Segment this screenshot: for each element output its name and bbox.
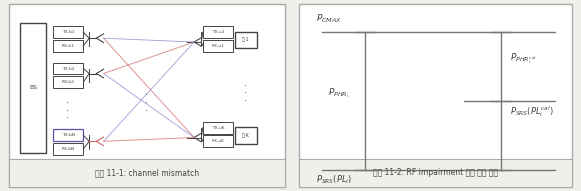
FancyBboxPatch shape xyxy=(203,40,233,52)
Text: ·: · xyxy=(145,106,148,116)
Text: RX-u1: RX-u1 xyxy=(211,44,224,48)
Text: RX-uK: RX-uK xyxy=(211,139,224,143)
FancyBboxPatch shape xyxy=(53,76,84,88)
FancyBboxPatch shape xyxy=(235,127,257,144)
FancyBboxPatch shape xyxy=(9,4,285,187)
Text: TX-uK: TX-uK xyxy=(211,126,224,130)
FancyBboxPatch shape xyxy=(53,40,84,52)
FancyBboxPatch shape xyxy=(203,122,233,134)
Text: $P_{SRS}(PL_i^{cal})$: $P_{SRS}(PL_i^{cal})$ xyxy=(510,104,554,119)
Text: ·: · xyxy=(245,89,248,99)
Text: $P_{PHR_i}$: $P_{PHR_i}$ xyxy=(328,87,349,100)
Text: ·: · xyxy=(145,98,148,108)
FancyBboxPatch shape xyxy=(9,159,285,187)
Text: ·: · xyxy=(66,113,69,123)
Text: 샘-K: 샘-K xyxy=(242,133,250,138)
FancyBboxPatch shape xyxy=(20,23,46,153)
Text: 샘-1: 샘-1 xyxy=(242,37,250,42)
FancyBboxPatch shape xyxy=(53,129,84,141)
FancyBboxPatch shape xyxy=(203,135,233,147)
FancyBboxPatch shape xyxy=(53,63,84,74)
Text: ·: · xyxy=(145,91,148,100)
Text: 그림 11-1: channel mismatch: 그림 11-1: channel mismatch xyxy=(95,168,199,177)
Text: TX-b1: TX-b1 xyxy=(62,30,74,34)
Text: $P_{CMAX}$: $P_{CMAX}$ xyxy=(316,12,342,25)
Text: ·: · xyxy=(66,98,69,108)
Text: ·: · xyxy=(66,106,69,116)
Text: TX-b2: TX-b2 xyxy=(62,67,74,70)
FancyBboxPatch shape xyxy=(235,32,257,48)
FancyBboxPatch shape xyxy=(299,4,572,187)
FancyBboxPatch shape xyxy=(299,159,572,187)
Text: 그림 11-2: RF impairment 정보 전송 개념: 그림 11-2: RF impairment 정보 전송 개념 xyxy=(373,168,498,177)
FancyBboxPatch shape xyxy=(203,26,233,38)
Text: TX-u1: TX-u1 xyxy=(211,30,224,34)
Text: ·: · xyxy=(245,96,248,106)
Text: TX-bN: TX-bN xyxy=(62,134,75,137)
Text: $P_{SRS}(PL_i)$: $P_{SRS}(PL_i)$ xyxy=(316,174,353,186)
Text: BS: BS xyxy=(29,85,37,90)
FancyBboxPatch shape xyxy=(53,26,84,38)
FancyBboxPatch shape xyxy=(53,143,84,155)
Text: RX-bN: RX-bN xyxy=(62,147,75,151)
Text: $P_{PHR_i^{cal}}$: $P_{PHR_i^{cal}}$ xyxy=(510,52,537,66)
Text: ·: · xyxy=(245,81,248,91)
Text: RX-b1: RX-b1 xyxy=(62,44,75,48)
Text: RX-b2: RX-b2 xyxy=(62,80,75,84)
